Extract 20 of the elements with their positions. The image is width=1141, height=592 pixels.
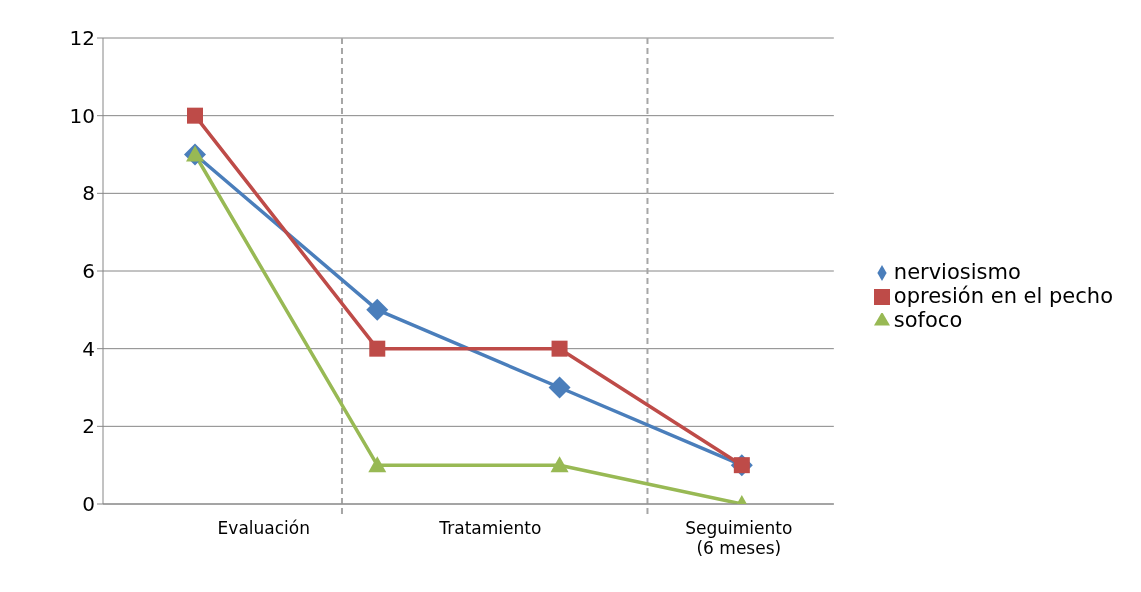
legend-label: nerviosismo	[893, 260, 1021, 284]
y-tick-label: 0	[82, 492, 95, 517]
y-tick-label: 8	[82, 181, 95, 206]
text: Evaluación	[217, 518, 310, 538]
y-tick-label: 6	[82, 259, 95, 284]
legend-label: opresión en el pecho	[893, 284, 1113, 308]
text: Tratamiento	[438, 518, 542, 538]
y-tick-label: 10	[69, 103, 95, 128]
y-tick-label: 12	[69, 26, 95, 51]
text: Seguimiento (6 meses)	[685, 518, 793, 558]
point	[548, 376, 571, 399]
point	[551, 340, 568, 357]
point	[366, 298, 389, 321]
legend-label: sofoco	[893, 308, 963, 332]
y-tick-label: 4	[82, 336, 95, 361]
point	[369, 340, 386, 357]
y-tick-label: 2	[82, 414, 95, 439]
point	[368, 456, 387, 473]
point	[187, 107, 203, 124]
point	[550, 456, 569, 473]
